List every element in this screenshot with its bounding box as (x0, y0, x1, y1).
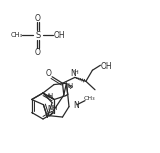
Text: NH: NH (48, 105, 58, 111)
Text: H: H (68, 83, 73, 89)
Text: O: O (45, 69, 51, 78)
Text: O: O (35, 13, 41, 22)
Text: O: O (35, 47, 41, 56)
Text: OH: OH (100, 62, 112, 71)
Text: H: H (48, 93, 53, 99)
Text: H: H (73, 70, 78, 75)
Text: CH₃: CH₃ (11, 32, 23, 38)
Text: N: N (73, 101, 79, 110)
Text: OH: OH (53, 30, 65, 39)
Text: S: S (35, 30, 41, 39)
Text: CH₃: CH₃ (83, 96, 95, 101)
Text: N: N (70, 69, 76, 78)
